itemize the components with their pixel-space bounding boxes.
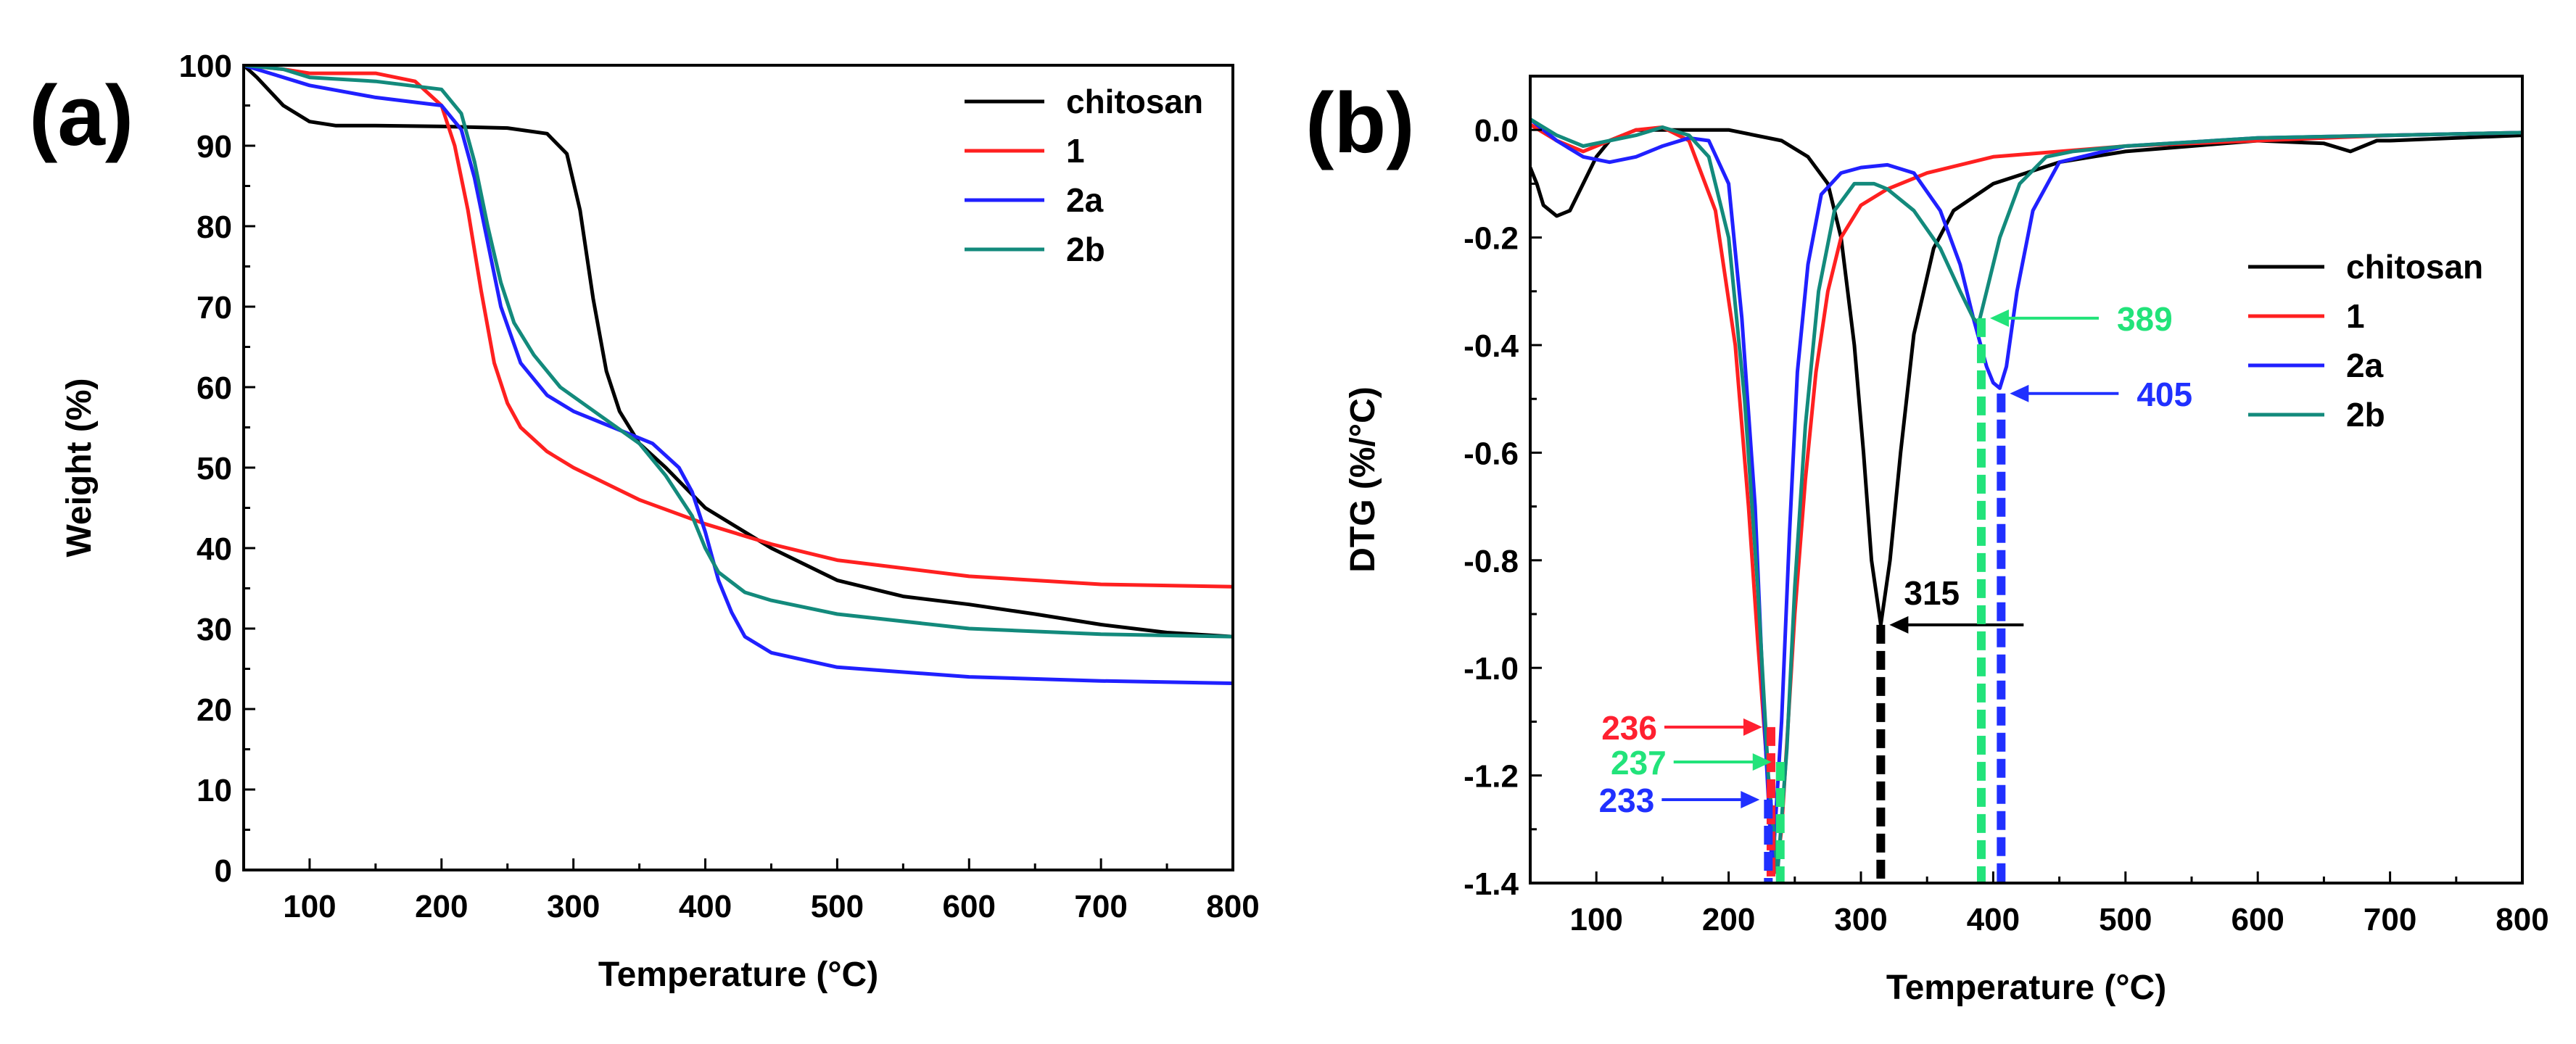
annotation-label-389: 389 bbox=[2117, 300, 2173, 338]
legend: chitosan 1 2a 2b bbox=[965, 83, 1203, 268]
x-tick-label: 300 bbox=[547, 889, 600, 924]
x-tick-label: 200 bbox=[415, 889, 468, 924]
legend-label-1: 1 bbox=[2346, 297, 2365, 335]
x-tick-label: 500 bbox=[811, 889, 864, 924]
annotation-label-237: 237 bbox=[1611, 744, 1667, 782]
x-tick-label: 800 bbox=[1206, 889, 1259, 924]
y-tick-label: 30 bbox=[197, 612, 232, 647]
y-axis-title: Weight (%) bbox=[60, 378, 99, 557]
y-tick-label: 0.0 bbox=[1474, 113, 1519, 149]
y-tick-label: 100 bbox=[179, 49, 232, 84]
x-tick-label: 300 bbox=[1834, 902, 1887, 937]
annotation-label-405: 405 bbox=[2137, 376, 2192, 413]
annotation-label-315: 315 bbox=[1904, 574, 1960, 612]
legend-label-2b: 2b bbox=[2346, 396, 2385, 434]
y-tick-label: -0.2 bbox=[1464, 221, 1519, 257]
y-tick-label: -1.2 bbox=[1464, 759, 1519, 795]
legend-label-2b: 2b bbox=[1066, 231, 1105, 268]
series-line-2b bbox=[244, 65, 1233, 639]
series-line-2b bbox=[1530, 117, 2522, 874]
y-tick-label: -0.8 bbox=[1464, 544, 1519, 579]
series-line-chitosan bbox=[244, 65, 1233, 639]
y-tick-label: -1.0 bbox=[1464, 651, 1519, 687]
y-tick-label: -0.6 bbox=[1464, 436, 1519, 471]
annotation-arrowhead-315 bbox=[1889, 616, 1909, 634]
plot-frame bbox=[1529, 75, 2524, 884]
annotation-arrowhead-237 bbox=[1752, 753, 1772, 771]
annotation-arrowhead-233 bbox=[1741, 790, 1760, 808]
x-tick-label: 600 bbox=[943, 889, 996, 924]
y-tick-label: 20 bbox=[197, 692, 232, 728]
y-tick-label: 40 bbox=[197, 531, 232, 567]
series-line-2a bbox=[1530, 117, 2522, 874]
y-tick-label: 90 bbox=[197, 129, 232, 165]
legend-label-chitosan: chitosan bbox=[2346, 248, 2483, 286]
annotation-arrowhead-236 bbox=[1743, 718, 1762, 736]
y-tick-label: -0.4 bbox=[1464, 328, 1519, 364]
x-tick-label: 600 bbox=[2231, 902, 2284, 937]
x-tick-label: 100 bbox=[1569, 902, 1622, 937]
panel-a-weight-chart: (a) 100 200 300 400 500 600 700 800 0 10 20 30 40 50 60… bbox=[29, 49, 1260, 994]
annotation-arrowhead-389 bbox=[1989, 309, 2009, 327]
x-axis-title: Temperature (°C) bbox=[598, 956, 878, 994]
x-tick-label: 700 bbox=[2364, 902, 2416, 937]
x-tick-label: 200 bbox=[1702, 902, 1755, 937]
legend-label-chitosan: chitosan bbox=[1066, 83, 1203, 120]
legend-label-1: 1 bbox=[1066, 132, 1085, 170]
series-group bbox=[244, 65, 1233, 685]
x-tick-label: 500 bbox=[2099, 902, 2152, 937]
y-tick-label: -1.4 bbox=[1464, 866, 1519, 902]
x-tick-label: 400 bbox=[1967, 902, 2020, 937]
series-line-2a bbox=[244, 65, 1233, 685]
x-axis-title: Temperature (°C) bbox=[1886, 969, 2166, 1007]
y-tick-label: 60 bbox=[197, 370, 232, 406]
y-tick-label: 50 bbox=[197, 451, 232, 486]
x-tick-label: 700 bbox=[1074, 889, 1127, 924]
panel-label: (a) bbox=[29, 68, 133, 164]
x-tick-label: 400 bbox=[679, 889, 732, 924]
annotation-label-236: 236 bbox=[1601, 709, 1657, 747]
x-tick-label: 100 bbox=[283, 889, 336, 924]
panel-label: (b) bbox=[1305, 75, 1415, 171]
y-axis-title: DTG (%/°C) bbox=[1344, 386, 1382, 573]
legend-label-2a: 2a bbox=[2346, 347, 2384, 384]
legend-label-2a: 2a bbox=[1066, 181, 1104, 219]
legend: chitosan 1 2a 2b bbox=[2248, 248, 2483, 434]
y-tick-label: 10 bbox=[197, 773, 232, 808]
y-tick-label: 80 bbox=[197, 210, 232, 245]
annotation-label-233: 233 bbox=[1599, 782, 1655, 819]
series-line-1 bbox=[244, 65, 1233, 589]
series-group bbox=[1530, 117, 2522, 874]
y-tick-label: 0 bbox=[215, 853, 232, 889]
x-tick-label: 800 bbox=[2496, 902, 2548, 937]
annotation-arrowhead-405 bbox=[2010, 384, 2029, 402]
y-tick-label: 70 bbox=[197, 290, 232, 326]
